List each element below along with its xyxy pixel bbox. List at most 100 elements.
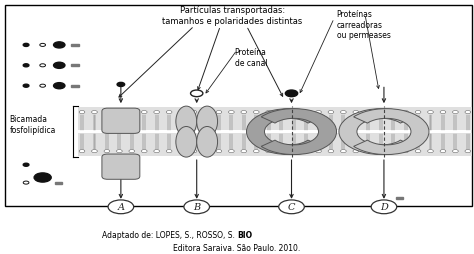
Circle shape xyxy=(34,173,51,182)
Circle shape xyxy=(23,164,29,167)
Text: Editora Saraiva. São Paulo. 2010.: Editora Saraiva. São Paulo. 2010. xyxy=(173,243,301,251)
Circle shape xyxy=(390,150,396,153)
Circle shape xyxy=(184,200,210,214)
Circle shape xyxy=(266,111,272,114)
Circle shape xyxy=(54,43,65,49)
Bar xyxy=(78,108,472,131)
Circle shape xyxy=(104,150,110,153)
Circle shape xyxy=(316,150,321,153)
Text: Adaptado de: LOPES, S., ROSSO, S.: Adaptado de: LOPES, S., ROSSO, S. xyxy=(102,230,237,239)
Circle shape xyxy=(378,150,383,153)
Circle shape xyxy=(40,85,46,88)
Circle shape xyxy=(154,150,160,153)
Circle shape xyxy=(216,150,222,153)
FancyBboxPatch shape xyxy=(102,154,140,180)
Circle shape xyxy=(154,111,160,114)
FancyBboxPatch shape xyxy=(102,109,140,134)
Circle shape xyxy=(54,83,65,89)
Wedge shape xyxy=(246,109,322,155)
Circle shape xyxy=(166,111,172,114)
Circle shape xyxy=(278,111,284,114)
Circle shape xyxy=(79,150,85,153)
Circle shape xyxy=(117,111,122,114)
Wedge shape xyxy=(354,109,429,155)
Circle shape xyxy=(365,111,371,114)
Circle shape xyxy=(303,111,309,114)
Circle shape xyxy=(191,150,197,153)
Circle shape xyxy=(191,111,197,114)
Circle shape xyxy=(23,85,29,88)
Wedge shape xyxy=(339,109,414,155)
Circle shape xyxy=(403,150,409,153)
Circle shape xyxy=(191,91,203,97)
Circle shape xyxy=(415,111,421,114)
Circle shape xyxy=(141,150,147,153)
Text: D: D xyxy=(380,202,388,212)
Text: Proteína
de canal: Proteína de canal xyxy=(235,48,267,68)
Circle shape xyxy=(365,150,371,153)
Circle shape xyxy=(254,150,259,153)
Circle shape xyxy=(303,150,309,153)
Circle shape xyxy=(390,111,396,114)
Text: Proteínas
carreadoras
ou permeases: Proteínas carreadoras ou permeases xyxy=(337,10,391,40)
Circle shape xyxy=(79,111,85,114)
Bar xyxy=(78,133,472,156)
Circle shape xyxy=(91,111,97,114)
Circle shape xyxy=(54,63,65,69)
Circle shape xyxy=(108,200,134,214)
Circle shape xyxy=(91,150,97,153)
Circle shape xyxy=(166,150,172,153)
Wedge shape xyxy=(261,109,337,155)
Circle shape xyxy=(371,200,397,214)
Circle shape xyxy=(241,111,246,114)
Circle shape xyxy=(117,83,125,87)
Bar xyxy=(5,6,472,206)
Ellipse shape xyxy=(197,127,218,157)
Ellipse shape xyxy=(176,127,197,157)
Circle shape xyxy=(241,150,246,153)
Circle shape xyxy=(340,150,346,153)
Circle shape xyxy=(328,111,334,114)
Circle shape xyxy=(179,150,184,153)
Circle shape xyxy=(340,111,346,114)
Circle shape xyxy=(285,91,298,97)
Circle shape xyxy=(204,150,210,153)
Circle shape xyxy=(279,200,304,214)
Circle shape xyxy=(353,111,359,114)
Ellipse shape xyxy=(197,107,218,137)
Circle shape xyxy=(440,111,446,114)
Circle shape xyxy=(23,181,29,184)
Circle shape xyxy=(353,150,359,153)
Bar xyxy=(71,45,79,47)
Circle shape xyxy=(453,150,458,153)
Circle shape xyxy=(104,111,110,114)
Text: BIO: BIO xyxy=(237,230,252,239)
Text: C: C xyxy=(288,202,295,212)
Circle shape xyxy=(428,150,433,153)
Circle shape xyxy=(23,44,29,47)
Bar xyxy=(396,197,403,199)
Circle shape xyxy=(428,111,433,114)
Bar xyxy=(55,182,62,185)
Circle shape xyxy=(204,111,210,114)
Circle shape xyxy=(23,65,29,68)
Circle shape xyxy=(415,150,421,153)
Ellipse shape xyxy=(176,107,197,137)
Bar xyxy=(71,65,79,67)
Circle shape xyxy=(465,111,471,114)
Circle shape xyxy=(266,150,272,153)
Circle shape xyxy=(129,150,135,153)
Circle shape xyxy=(117,150,122,153)
Circle shape xyxy=(141,111,147,114)
Circle shape xyxy=(291,150,296,153)
Circle shape xyxy=(378,111,383,114)
Text: A: A xyxy=(118,202,124,212)
Circle shape xyxy=(440,150,446,153)
Circle shape xyxy=(403,111,409,114)
Text: B: B xyxy=(193,202,201,212)
Bar xyxy=(71,85,79,87)
Circle shape xyxy=(316,111,321,114)
Circle shape xyxy=(328,150,334,153)
Circle shape xyxy=(453,111,458,114)
Circle shape xyxy=(228,150,234,153)
